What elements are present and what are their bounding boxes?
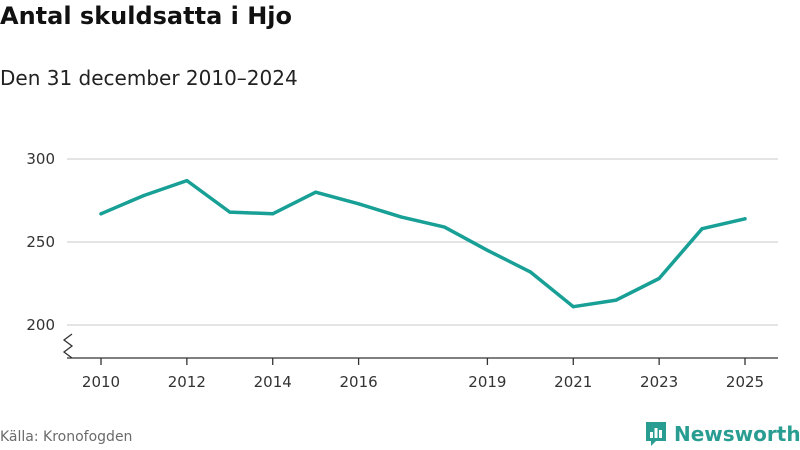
chart-title: Antal skuldsatta i Hjo (0, 2, 293, 30)
data-point-2021 (571, 305, 575, 309)
data-point-2019 (485, 248, 489, 252)
bar-chart-logo-icon (646, 422, 666, 446)
y-tick-label-300: 300 (26, 150, 55, 168)
data-point-2025 (743, 217, 747, 221)
data-point-2018 (442, 225, 447, 229)
x-tick-label-2019: 2019 (468, 373, 506, 391)
x-tick-label-2012: 2012 (168, 373, 206, 391)
grid-lines (67, 158, 778, 326)
data-point-2022 (614, 298, 618, 302)
series-layer (99, 178, 747, 309)
brand-name: Newsworthy (674, 422, 800, 446)
x-tick-label-2023: 2023 (640, 373, 678, 391)
source-note: Källa: Kronofogden (0, 429, 133, 445)
x-tick-label-2025: 2025 (726, 373, 764, 391)
y-tick-labels: 200 250 300 (26, 150, 55, 334)
data-point-2014 (271, 212, 275, 216)
y-tick-label-250: 250 (26, 233, 55, 251)
data-point-2015 (314, 190, 318, 194)
brand-logo: Newsworthy (644, 420, 800, 448)
data-point-2012 (185, 178, 189, 183)
x-tick-label-2010: 2010 (82, 373, 120, 391)
x-tick-label-2014: 2014 (254, 373, 292, 391)
data-point-2017 (399, 215, 404, 219)
x-tick-label-2016: 2016 (340, 373, 378, 391)
data-point-2016 (357, 202, 361, 206)
data-point-2010 (99, 212, 103, 216)
data-point-2020 (528, 270, 532, 274)
x-tick-label-2021: 2021 (554, 373, 592, 391)
data-point-2023 (657, 276, 661, 281)
x-tick-labels: 2010 2012 2014 2016 2019 2021 2023 2025 (82, 373, 764, 391)
x-axis (67, 357, 778, 365)
series-line-0 (99, 178, 747, 309)
data-point-2024 (700, 227, 704, 231)
chart-subtitle: Den 31 december 2010–2024 (0, 66, 298, 90)
y-tick-label-200: 200 (26, 316, 55, 334)
axis-break-icon (62, 333, 74, 359)
data-point-2013 (228, 210, 232, 214)
data-point-2011 (142, 193, 146, 198)
